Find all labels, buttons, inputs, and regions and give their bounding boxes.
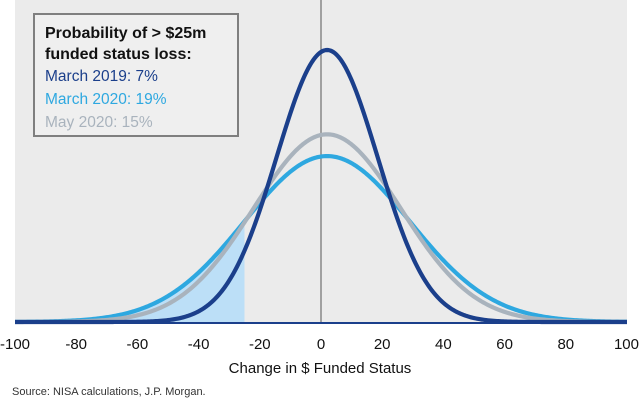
x-tick-label: -20 <box>249 336 271 353</box>
legend: Probability of > $25m funded status loss… <box>33 13 239 137</box>
series-line-may-2020 <box>14 132 628 325</box>
x-tick-label: -100 <box>0 336 30 353</box>
x-tick-label: 0 <box>317 336 325 353</box>
x-tick-label: 80 <box>557 336 574 353</box>
x-tick-label: 60 <box>496 336 513 353</box>
x-tick-labels: -100 -80 -60 -40 -20 0 20 40 60 80 100 <box>0 336 639 353</box>
x-tick-label: -60 <box>127 336 149 353</box>
x-tick-label: 40 <box>435 336 452 353</box>
x-tick-label: -40 <box>188 336 210 353</box>
series-curves <box>14 47 628 325</box>
legend-entry-march-2020: March 2020: 19% <box>45 91 167 108</box>
legend-entry-may-2020: May 2020: 15% <box>45 114 153 131</box>
shaded-tail-region <box>15 221 245 322</box>
legend-title: Probability of > $25m funded status loss… <box>45 25 207 63</box>
x-tick-label: 20 <box>374 336 391 353</box>
series-line-march-2019 <box>14 47 628 325</box>
x-tick-label: -80 <box>65 336 87 353</box>
x-axis-label: Change in $ Funded Status <box>229 360 412 377</box>
x-tick-label: 100 <box>614 336 639 353</box>
series-line-march-2020 <box>14 153 628 324</box>
source-note: Source: NISA calculations, J.P. Morgan. <box>12 386 206 398</box>
legend-entry-march-2019: March 2019: 7% <box>45 68 158 85</box>
